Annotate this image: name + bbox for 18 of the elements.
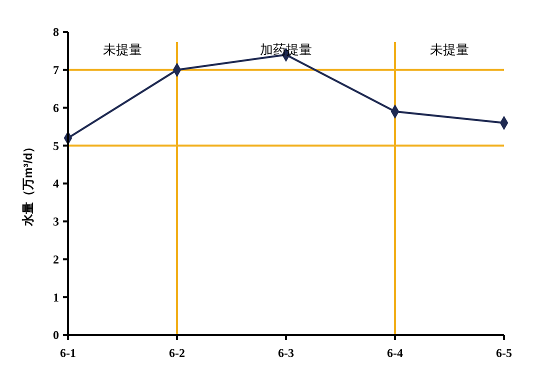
annotation: 未提量 (430, 42, 469, 57)
y-axis-title: 水量（万m³/d） (21, 140, 35, 228)
y-tick-label: 3 (53, 214, 59, 229)
y-tick-label: 5 (53, 138, 59, 153)
y-tick-label: 4 (53, 176, 59, 191)
y-tick-label: 8 (53, 25, 59, 40)
x-tick-label: 6-5 (496, 346, 512, 360)
y-tick-label: 0 (53, 328, 59, 342)
y-tick-label: 1 (53, 290, 59, 304)
x-tick-label: 6-4 (387, 346, 403, 360)
annotation: 未提量 (103, 42, 142, 57)
annotation: 加药提量 (260, 42, 312, 57)
y-tick-label: 6 (53, 100, 59, 115)
x-tick-label: 6-1 (60, 346, 76, 360)
x-tick-label: 6-3 (278, 346, 294, 360)
y-tick-label: 2 (53, 252, 59, 266)
y-tick-label: 7 (53, 63, 59, 78)
x-tick-label: 6-2 (169, 346, 185, 360)
